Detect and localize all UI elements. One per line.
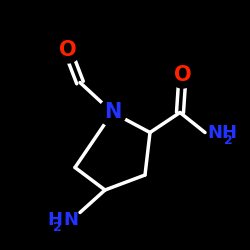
Circle shape — [99, 99, 126, 126]
Circle shape — [170, 62, 196, 88]
Text: N: N — [104, 102, 121, 122]
Text: 2: 2 — [53, 221, 62, 234]
Text: H: H — [48, 211, 62, 229]
Text: O: O — [59, 40, 76, 60]
Text: NH: NH — [208, 124, 238, 142]
Text: N: N — [64, 211, 79, 229]
Circle shape — [54, 37, 80, 63]
Text: O: O — [174, 65, 191, 85]
Text: 2: 2 — [224, 134, 232, 146]
